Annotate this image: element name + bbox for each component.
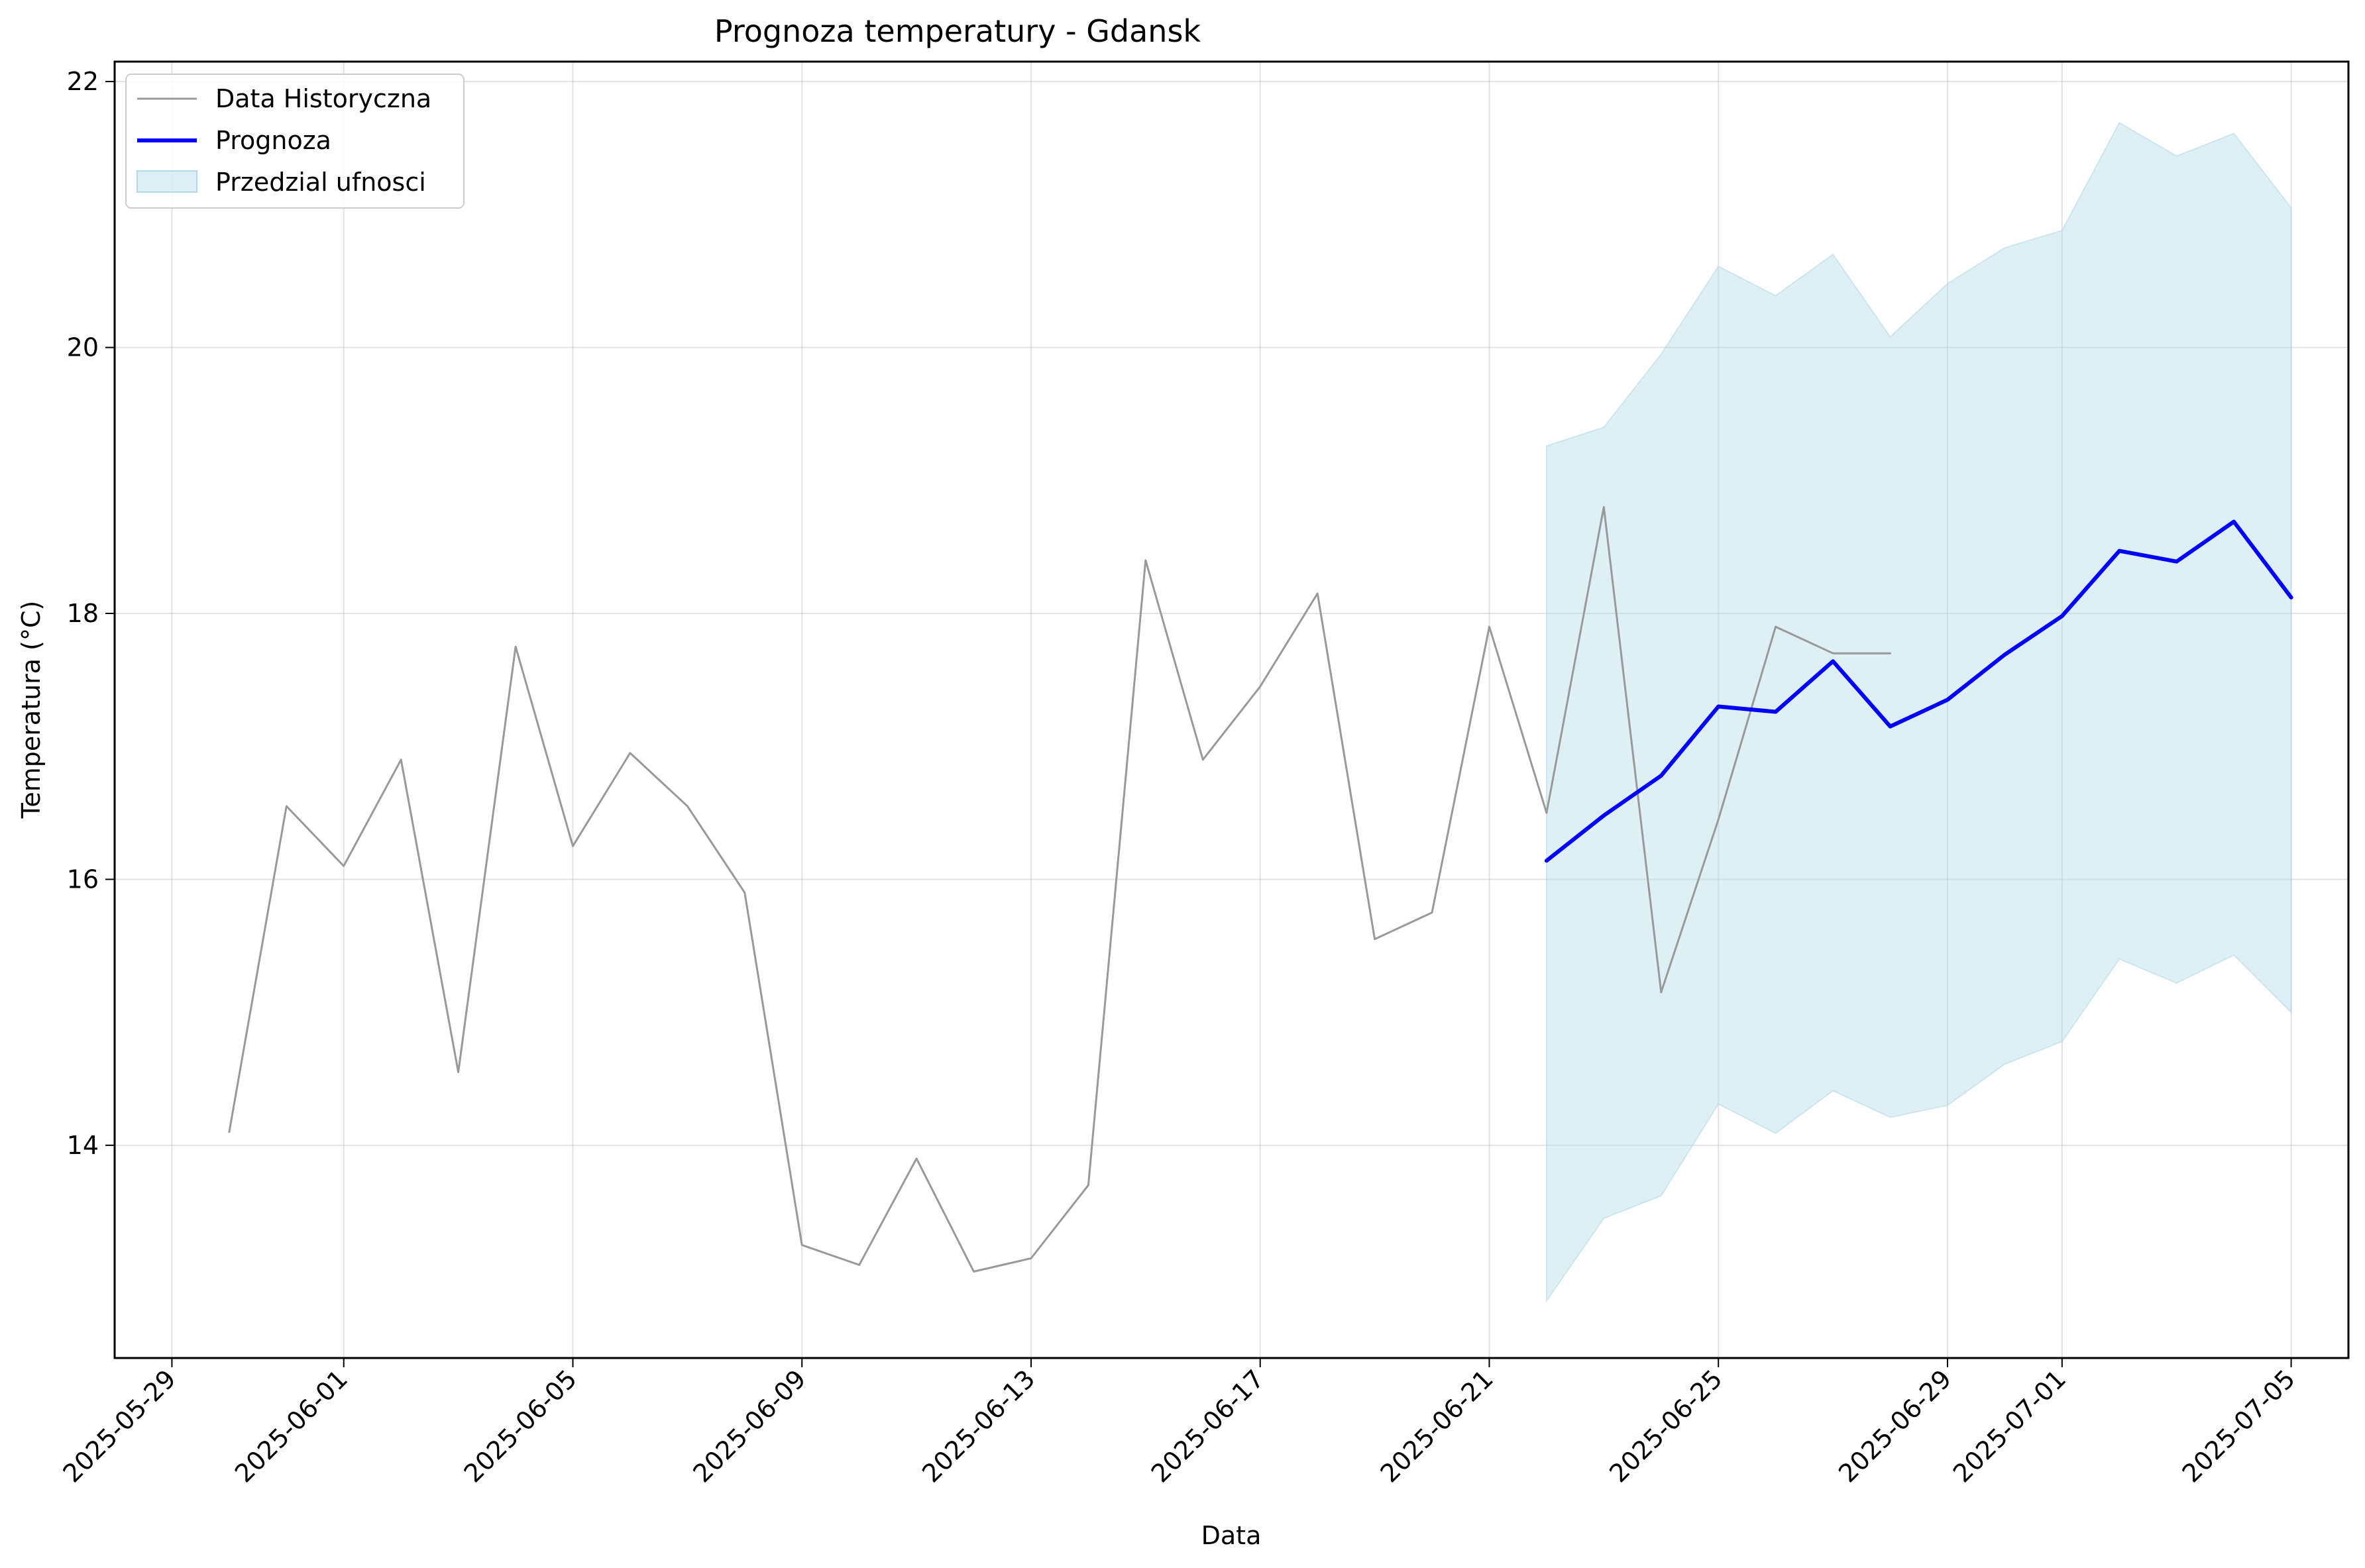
legend-label-confidence: Przedzial ufnosci [215, 168, 426, 197]
y-tick-label: 16 [67, 864, 99, 894]
y-axis-label: Temperatura (°C) [17, 601, 46, 819]
y-tick-label: 20 [67, 333, 99, 362]
legend-label-forecast: Prognoza [215, 126, 331, 155]
legend-label-historical: Data Historyczna [215, 84, 431, 113]
legend-frame [125, 74, 465, 209]
y-tick-label: 22 [67, 67, 99, 96]
x-axis-label: Data [1201, 1521, 1262, 1550]
forecast-line [1544, 519, 2293, 863]
series-lines-layer [228, 505, 2293, 1273]
historical-line [228, 505, 1891, 1273]
legend-swatch-confidence [137, 170, 197, 193]
y-tick-label: 18 [67, 599, 99, 628]
y-tick-label: 14 [67, 1131, 99, 1160]
chart-title: Prognoza temperatury - Gdansk [714, 13, 1201, 49]
legend: Data Historyczna Prognoza Przedzial ufno… [125, 74, 465, 209]
plot-frame [113, 60, 2350, 1359]
